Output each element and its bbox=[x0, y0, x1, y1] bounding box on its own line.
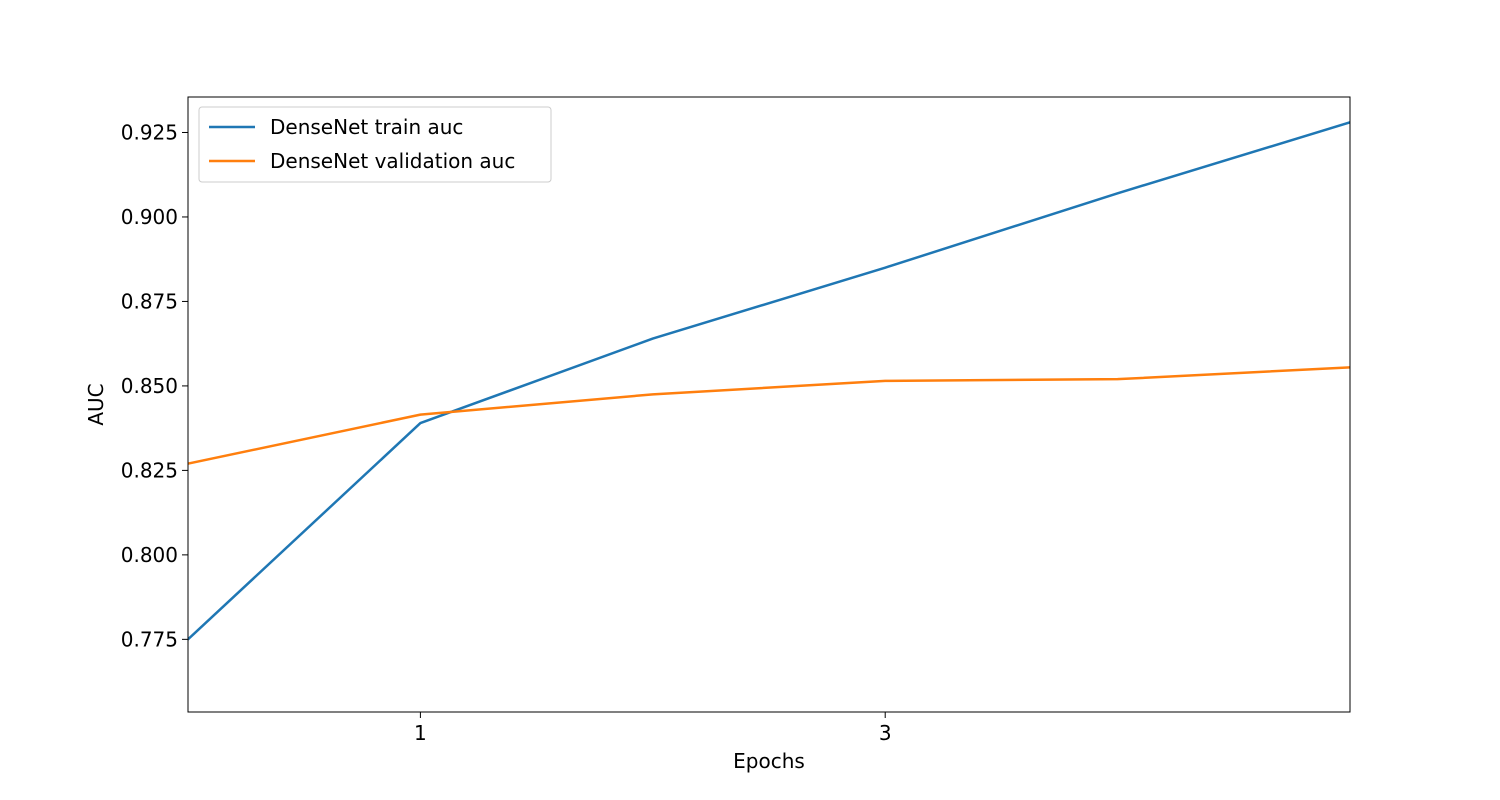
x-axis-label: Epochs bbox=[733, 749, 805, 773]
legend-entry-label: DenseNet train auc bbox=[270, 115, 463, 139]
x-tick-label: 1 bbox=[414, 721, 427, 745]
plot-lines bbox=[188, 121, 1350, 642]
y-axis-ticks: 0.775 0.800 0.825 0.850 0.875 0.900 0.925 bbox=[121, 120, 188, 651]
x-tick-label: 3 bbox=[879, 721, 892, 745]
legend-entry-label: DenseNet validation auc bbox=[270, 149, 515, 173]
y-tick-label: 0.850 bbox=[121, 374, 178, 398]
y-tick-label: 0.900 bbox=[121, 205, 178, 229]
y-tick-label: 0.775 bbox=[121, 627, 178, 651]
legend: DenseNet train auc DenseNet validation au… bbox=[198, 106, 552, 183]
series-line-1 bbox=[188, 121, 1350, 642]
y-tick-label: 0.925 bbox=[121, 120, 178, 144]
plot-frame bbox=[187, 96, 1351, 713]
y-tick-label: 0.825 bbox=[121, 458, 178, 482]
y-axis-label: AUC bbox=[84, 383, 108, 425]
y-tick-label: 0.875 bbox=[121, 289, 178, 313]
series-line-2 bbox=[188, 366, 1350, 465]
y-tick-label: 0.800 bbox=[121, 543, 178, 567]
legend-box bbox=[198, 106, 552, 183]
